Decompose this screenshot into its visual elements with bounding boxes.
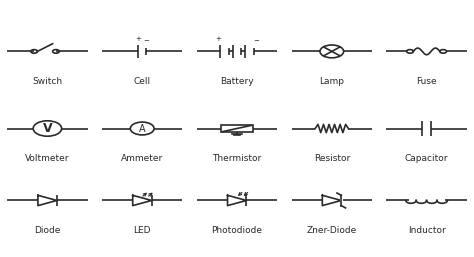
Text: Fuse: Fuse (416, 77, 437, 86)
Text: Cell: Cell (134, 77, 151, 86)
Text: Battery: Battery (220, 77, 254, 86)
Text: A: A (139, 124, 146, 133)
Text: Diode: Diode (34, 226, 61, 235)
Text: Resistor: Resistor (314, 154, 350, 163)
Text: Capacitor: Capacitor (405, 154, 448, 163)
Text: Ammeter: Ammeter (121, 154, 164, 163)
Bar (221, 125, 253, 132)
Text: +: + (135, 36, 141, 42)
Text: +: + (215, 36, 221, 42)
Text: −: − (144, 39, 149, 44)
Text: LED: LED (134, 226, 151, 235)
Text: Zner-Diode: Zner-Diode (307, 226, 357, 235)
Text: Switch: Switch (32, 77, 63, 86)
Text: −: − (253, 39, 259, 44)
Text: Lamp: Lamp (319, 77, 344, 86)
Text: Inductor: Inductor (408, 226, 446, 235)
Text: V: V (43, 122, 52, 135)
Text: Photodiode: Photodiode (211, 226, 263, 235)
Text: Thermistor: Thermistor (212, 154, 262, 163)
Text: Voltmeter: Voltmeter (25, 154, 70, 163)
